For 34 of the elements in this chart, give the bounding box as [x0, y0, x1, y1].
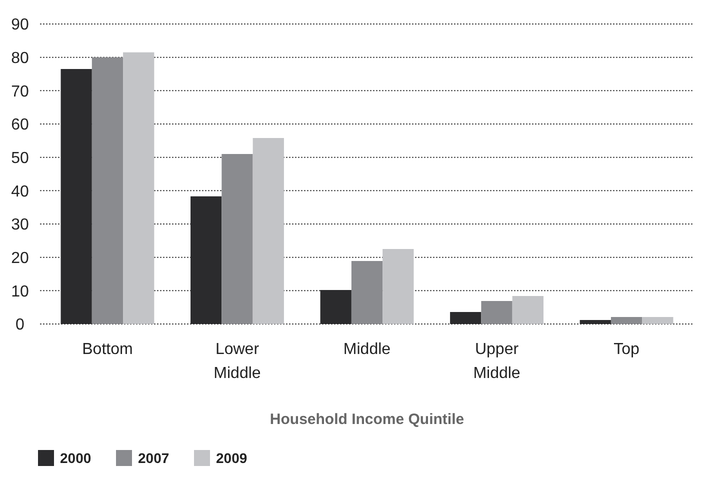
bar: [252, 138, 284, 324]
bar: [642, 317, 674, 324]
bar: [92, 57, 124, 324]
y-tick-label: 80: [11, 50, 29, 67]
legend-label: 2000: [60, 450, 92, 466]
bar: [222, 154, 253, 324]
y-tick-label: 20: [11, 250, 29, 267]
legend-label: 2007: [138, 450, 170, 466]
bar: [481, 301, 512, 324]
bar: [512, 296, 544, 324]
x-tick-label: Upper Middle: [473, 341, 520, 382]
y-tick-label: 30: [11, 216, 29, 234]
bar: [382, 249, 414, 324]
bar: [610, 317, 642, 324]
bar: [123, 52, 154, 324]
x-tick-label: Lower Middle: [214, 341, 261, 382]
x-tick-label: Middle: [343, 341, 391, 358]
bar: [60, 69, 92, 324]
legend-label: 2009: [216, 450, 248, 466]
bar: [190, 196, 222, 324]
bar: [580, 320, 611, 324]
x-tick-label: Bottom: [82, 341, 133, 358]
bar: [450, 312, 482, 324]
y-tick-label: 70: [11, 83, 29, 100]
x-tick-label: Top: [614, 341, 640, 358]
y-tick-label: 90: [11, 16, 29, 34]
y-tick-label: 40: [11, 183, 29, 200]
y-tick-label: 50: [11, 150, 29, 167]
bar: [320, 290, 352, 324]
x-axis-title: Household Income Quintile: [270, 411, 464, 428]
y-tick-label: 60: [11, 116, 29, 134]
y-tick-label: 0: [16, 316, 25, 334]
y-tick-label: 10: [11, 283, 29, 300]
bar: [351, 261, 383, 324]
